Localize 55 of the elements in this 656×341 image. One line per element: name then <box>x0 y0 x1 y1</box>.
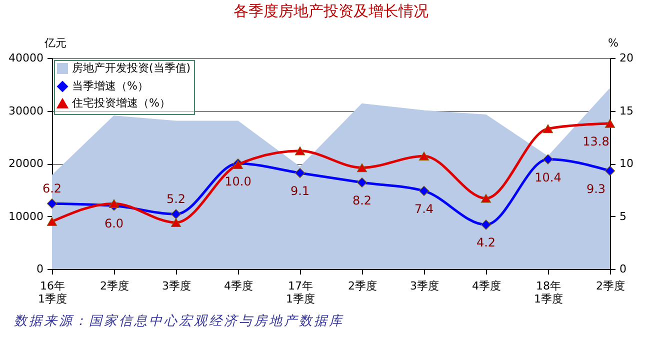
data-label: 8.2 <box>352 193 372 208</box>
point <box>356 163 368 172</box>
x-tick-label: 17年 1季度 <box>286 280 315 306</box>
data-label: 9.1 <box>290 184 310 198</box>
data-label: 13.8 <box>582 134 610 148</box>
point <box>294 168 306 178</box>
x-tick-label: 2季度 <box>596 280 625 292</box>
point <box>542 124 554 134</box>
x-tick-label: 2季度 <box>348 280 377 292</box>
data-label: 6.0 <box>104 216 124 231</box>
y-tick-label: 20000 <box>8 157 44 170</box>
source-note: 数据来源：国家信息中心宏观经济与房地产数据库 <box>14 313 344 330</box>
data-label: 10.0 <box>224 174 252 188</box>
legend-label: 房地产开发投资(当季值) <box>72 62 191 74</box>
y2-tick-label: 15 <box>620 104 634 118</box>
y-tick-label: 10000 <box>8 210 44 223</box>
y-tick-label: 30000 <box>8 104 44 118</box>
y2-tick-label: 0 <box>620 262 626 276</box>
x-tick-label: 3季度 <box>410 280 439 292</box>
point <box>418 152 430 161</box>
y-tick-label: 0 <box>36 262 44 276</box>
point <box>604 166 616 176</box>
y2-axis-title: % <box>608 36 618 50</box>
point <box>170 218 182 227</box>
point <box>542 154 554 164</box>
y-tick-label: 40000 <box>8 52 44 64</box>
y-axis-title: 亿元 <box>44 36 66 50</box>
x-tick-label: 16年 1季度 <box>38 280 67 306</box>
x-tick-label: 2季度 <box>100 280 129 292</box>
y2-tick-label: 5 <box>620 210 626 223</box>
point <box>418 186 430 196</box>
x-tick-label: 4季度 <box>224 280 253 292</box>
point <box>294 146 306 156</box>
point <box>356 177 368 188</box>
data-label: 6.2 <box>42 182 62 196</box>
legend-label: 当季增速（%） <box>72 80 148 92</box>
point <box>604 119 616 128</box>
point <box>46 198 58 209</box>
point <box>46 217 58 226</box>
legend-label: 住宅投资增速（%） <box>72 96 170 110</box>
data-label: 7.4 <box>414 202 434 216</box>
point <box>480 194 492 203</box>
data-label: 9.3 <box>586 182 606 196</box>
data-label: 4.2 <box>476 236 496 250</box>
point <box>170 209 182 220</box>
y2-tick-label: 10 <box>620 157 634 170</box>
point <box>108 199 120 208</box>
chart-title: 各季度房地产投资及增长情况 <box>234 2 428 20</box>
data-label: 10.4 <box>534 170 562 184</box>
data-label: 5.2 <box>166 192 186 206</box>
point <box>480 220 492 230</box>
x-tick-label: 3季度 <box>162 280 191 292</box>
x-tick-label: 4季度 <box>472 280 501 292</box>
x-tick-label: 18年 1季度 <box>534 280 563 306</box>
y2-tick-label: 20 <box>620 52 634 64</box>
